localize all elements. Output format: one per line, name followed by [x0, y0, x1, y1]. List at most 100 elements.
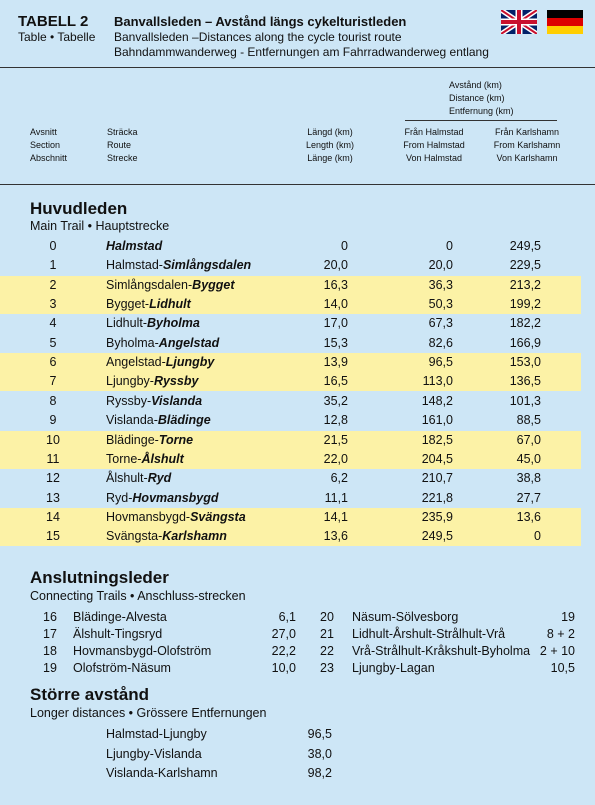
- route: Blädinge-Torne: [106, 432, 194, 447]
- section-number: 17: [43, 627, 57, 641]
- column-header: Von Halmstad: [405, 153, 463, 163]
- section-number: 1: [49, 258, 57, 273]
- route-end: Vislanda: [151, 393, 203, 408]
- route-start: Torne-: [106, 451, 142, 466]
- route-end: Blädinge: [157, 413, 211, 428]
- column-header: Länge (km): [307, 153, 353, 163]
- rule: [0, 67, 595, 68]
- from-halmstad: 182,5: [421, 432, 453, 447]
- column-header: Från Halmstad: [404, 127, 464, 137]
- length: 10,0: [271, 661, 296, 675]
- from-karlshamn: 67,0: [516, 432, 541, 447]
- section-number: 19: [43, 661, 57, 675]
- from-karlshamn: 213,2: [509, 277, 541, 292]
- route: Simlångsdalen-Bygget: [106, 277, 235, 292]
- route: Byholma-Angelstad: [106, 337, 219, 350]
- route-start: Blädinge-: [106, 432, 159, 447]
- from-karlshamn: 136,5: [509, 374, 541, 389]
- row-highlight: [0, 275, 581, 295]
- length: 15,3: [323, 335, 348, 350]
- from-karlshamn: 153,0: [509, 355, 541, 370]
- from-halmstad: 235,9: [421, 509, 453, 524]
- column-header: Längd (km): [307, 127, 353, 137]
- section-number: 23: [320, 661, 334, 675]
- route-end: Karlshamn: [162, 529, 227, 544]
- section-number: 8: [49, 393, 57, 408]
- route-end: Simlångsdalen: [162, 258, 252, 273]
- route: Angelstad-Ljungby: [106, 356, 214, 369]
- length: 20,0: [323, 258, 348, 273]
- column-header: Von Karlshamn: [496, 153, 558, 163]
- column-header: Abschnitt: [30, 153, 68, 163]
- from-halmstad: 0: [446, 239, 453, 253]
- from-halmstad: 20,0: [428, 258, 453, 273]
- section-number: 15: [46, 529, 60, 544]
- route-end: Ålshult: [141, 451, 184, 466]
- from-karlshamn: 249,5: [509, 239, 541, 253]
- route: Torne-Ålshult: [106, 453, 184, 466]
- route-start: Bygget-: [106, 297, 150, 312]
- route: Blädinge-Alvesta: [73, 610, 167, 624]
- route: Lidhult-Årshult-Strålhult-Vrå: [352, 627, 506, 641]
- column-header: Avsnitt: [30, 127, 57, 137]
- length: 21,5: [323, 432, 348, 447]
- column-header: Route: [107, 140, 132, 150]
- row-highlight: [0, 372, 581, 392]
- column-header: Från Karlshamn: [494, 127, 560, 137]
- section-number: 12: [46, 471, 60, 486]
- section-number: 11: [46, 451, 60, 466]
- section-number: 14: [46, 509, 60, 524]
- column-header: Strecke: [107, 153, 138, 163]
- from-karlshamn: 0: [534, 529, 541, 544]
- section-subtitle: Longer distances • Grössere Entfernungen: [30, 706, 267, 720]
- length: 17,0: [323, 316, 348, 331]
- route-end: Torne: [158, 432, 194, 447]
- table-label-sub: Table • Tabelle: [18, 30, 96, 44]
- length: 13,6: [323, 529, 348, 544]
- route-start: Ljungby-: [106, 374, 154, 389]
- route-start: Byholma-: [106, 335, 159, 350]
- length: 16,5: [323, 374, 348, 389]
- from-halmstad: 210,7: [421, 471, 453, 486]
- route: Halmstad-Ljungby: [106, 727, 207, 741]
- route-end: Bygget: [192, 277, 235, 292]
- route: Ryd-Hovmansbygd: [106, 491, 219, 505]
- from-halmstad: 96,5: [428, 355, 453, 370]
- route: Vrå-Strålhult-Kråkshult-Byholma: [352, 644, 531, 658]
- column-header: Section: [30, 140, 61, 150]
- route: Hovmansbygd-Svängsta: [106, 511, 246, 524]
- from-karlshamn: 13,6: [516, 509, 541, 524]
- route: Ljungby-Ryssby: [106, 375, 198, 388]
- column-group-header: Distance (km): [449, 93, 505, 103]
- section-number: 13: [46, 490, 60, 505]
- length: 19: [561, 610, 575, 624]
- length: 38,0: [307, 746, 332, 761]
- from-halmstad: 221,8: [421, 490, 453, 505]
- length: 2 + 10: [539, 644, 575, 658]
- from-karlshamn: 229,5: [509, 258, 541, 273]
- route-start: Simlångsdalen-: [106, 277, 193, 292]
- section-number: 21: [320, 627, 334, 641]
- from-karlshamn: 38,8: [516, 471, 541, 486]
- length: 8 + 2: [546, 627, 575, 641]
- route: Svängsta-Karlshamn: [106, 530, 227, 543]
- from-halmstad: 50,3: [428, 297, 453, 312]
- length: 27,0: [271, 627, 296, 641]
- route: Ljungby-Vislanda: [106, 746, 202, 761]
- route-start: Ryssby-: [106, 393, 152, 408]
- length: 22,0: [323, 451, 348, 466]
- route: Halmstad: [106, 240, 162, 253]
- flag-uk: [501, 10, 537, 34]
- length: 12,8: [323, 413, 348, 428]
- length: 14,1: [323, 509, 348, 524]
- from-halmstad: 82,6: [428, 335, 453, 350]
- section-number: 0: [49, 239, 57, 253]
- row-highlight: [0, 449, 581, 469]
- section-number: 10: [46, 432, 60, 447]
- section-number: 20: [320, 610, 334, 624]
- section-title: Större avstånd: [30, 685, 150, 704]
- route-start: Svängsta-: [106, 529, 163, 544]
- from-karlshamn: 88,5: [516, 413, 541, 428]
- route: Älshult-Tingsryd: [73, 627, 163, 641]
- length: 98,2: [307, 766, 332, 780]
